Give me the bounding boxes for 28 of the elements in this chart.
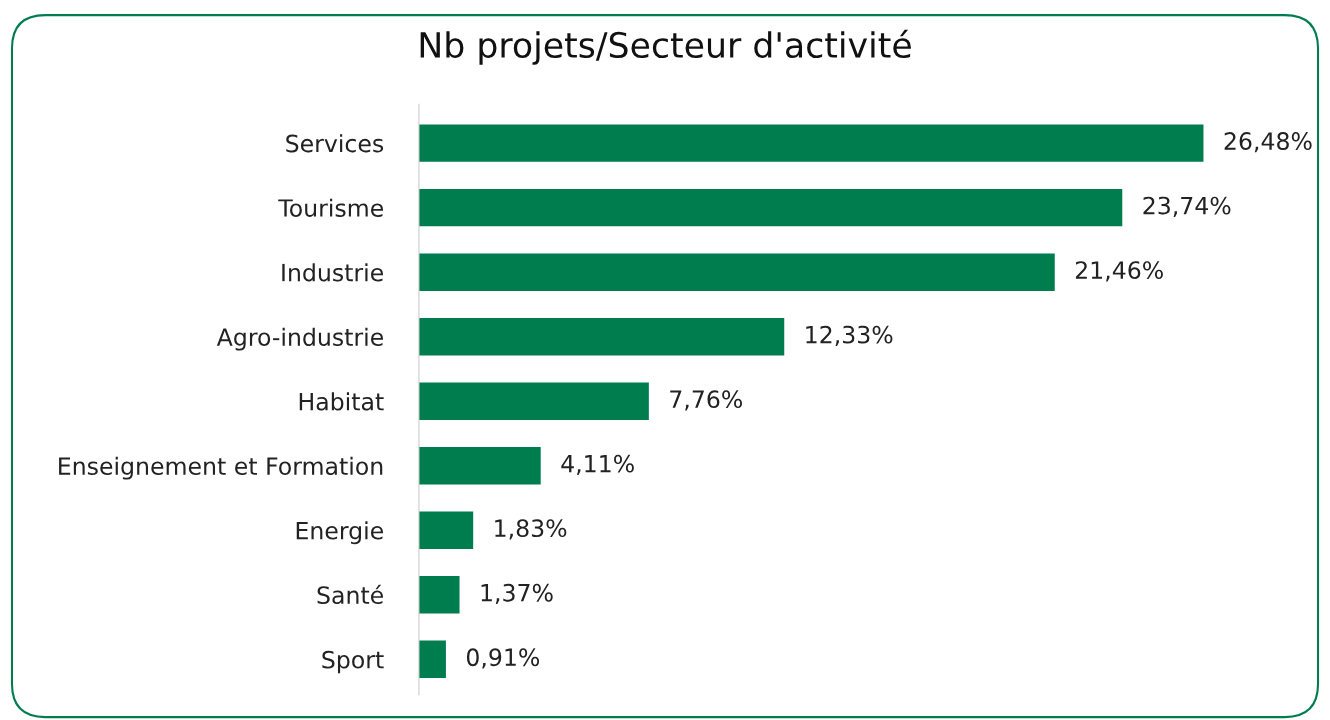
bar (418, 576, 460, 614)
y-tick-label: Habitat (299, 392, 384, 411)
y-tick-label: Energie (296, 521, 383, 545)
y-tick-label: Agro-industrie (216, 327, 383, 351)
data-label: 21,46% (1075, 261, 1163, 282)
bar (418, 640, 446, 679)
y-tick-label: Services (286, 134, 384, 153)
bar (418, 447, 541, 485)
data-label: 26,48% (1224, 132, 1312, 153)
data-label: 12,33% (806, 325, 893, 346)
y-tick-label: Tourisme (278, 198, 383, 217)
bar (418, 124, 1204, 162)
y-tick-label: Enseignement et Formation (59, 456, 383, 480)
bar (418, 253, 1055, 291)
y-tick-label: Santé (317, 584, 383, 605)
data-label: 0,91% (466, 648, 540, 669)
data-label: 1,37% (481, 583, 553, 605)
data-label: 1,83% (495, 519, 567, 540)
data-label: 23,74% (1143, 196, 1231, 217)
y-tick-label: Sport (322, 650, 384, 674)
bar (418, 511, 474, 549)
data-label: 7,76% (670, 390, 742, 411)
data-label: 4,11% (561, 454, 634, 475)
bar (418, 317, 785, 356)
y-tick-label: Industrie (282, 263, 383, 282)
chart-title: Nb projets/Secteur d'activité (420, 29, 911, 65)
bar (418, 382, 649, 420)
bar (418, 188, 1123, 227)
